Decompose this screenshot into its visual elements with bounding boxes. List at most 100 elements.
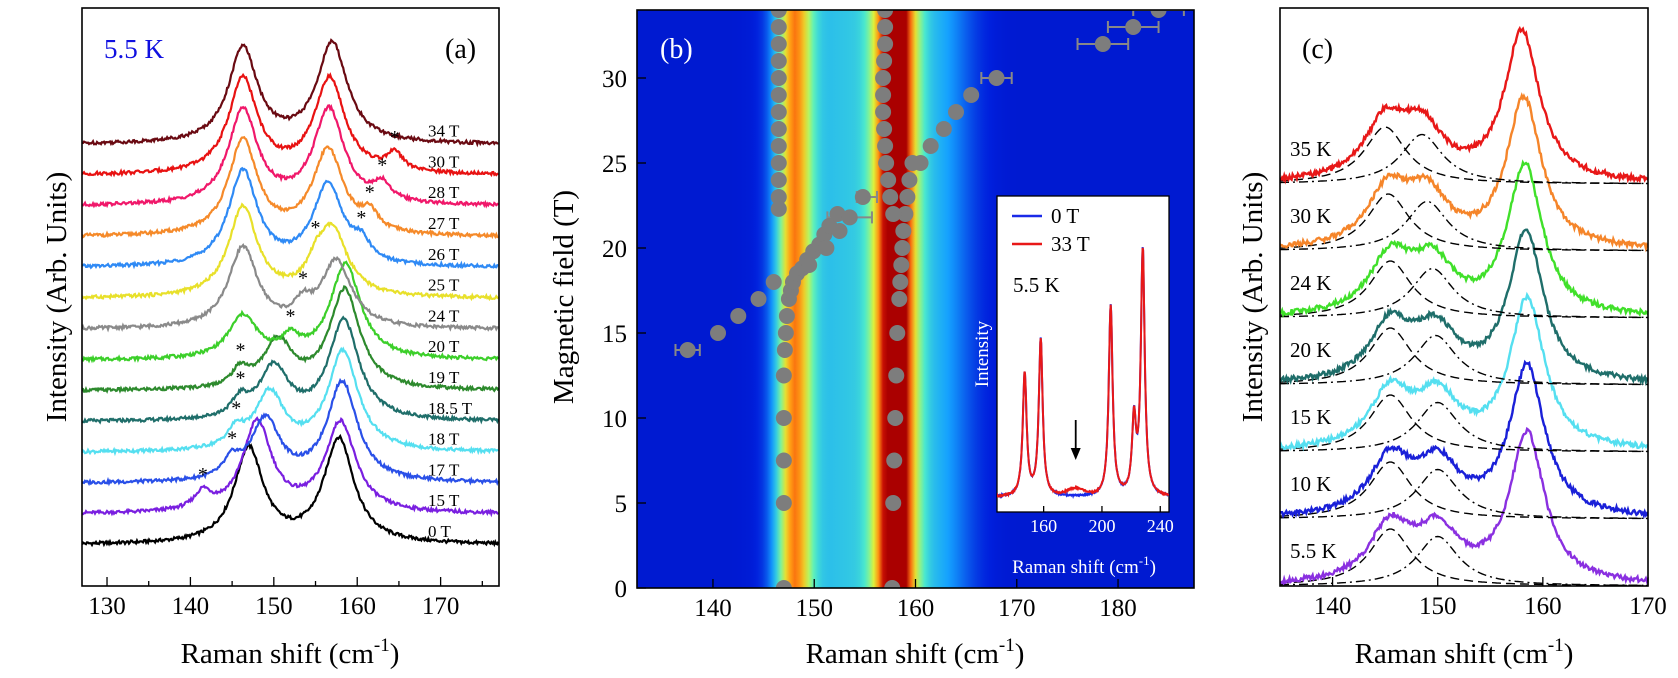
high-mode-point — [891, 291, 908, 307]
fit-component — [1280, 267, 1648, 318]
high-mode-point — [877, 138, 894, 154]
x-tick-label: 140 — [172, 593, 210, 620]
spectrum-0T — [82, 433, 499, 548]
series-label-28T: 28 T — [428, 183, 460, 202]
high-mode-point — [875, 87, 892, 103]
panel-c-spectra — [1280, 25, 1648, 586]
crossing-mode-point — [963, 87, 980, 103]
high-mode-point — [897, 206, 914, 222]
panel-a-asterisks: ******** **** — [198, 127, 400, 486]
low-mode-point — [770, 172, 787, 188]
y-tick-label: 20 — [602, 236, 627, 263]
panel-c-y-axis-title: Intensity (Arb. Units) — [1237, 172, 1269, 423]
y-tick-label: 30 — [602, 66, 627, 93]
inset-x-axis-title: Raman shift (cm-1) — [1012, 553, 1156, 578]
low-mode-point — [775, 495, 792, 511]
series-label-17T: 17 T — [428, 460, 460, 479]
low-mode-point — [770, 19, 787, 35]
panel-c-frame — [1279, 7, 1649, 587]
y-tick-label: 15 — [602, 321, 627, 348]
panel-b-peak-points — [679, 10, 1167, 588]
spectrum-24T — [82, 243, 499, 333]
crossing-mode-point — [1125, 19, 1142, 35]
panel-a-label: (a) — [445, 34, 476, 65]
series-label-18T: 18 T — [428, 430, 460, 449]
spectrum-18T — [82, 346, 499, 457]
asterisk-marker: * — [365, 181, 375, 203]
x-tick-label: 180 — [1099, 595, 1137, 622]
crossing-mode-point — [1094, 36, 1111, 52]
fit-component — [1280, 394, 1648, 453]
fit-component — [1280, 461, 1648, 520]
high-mode-point — [895, 223, 912, 239]
crossing-mode-point — [935, 121, 952, 137]
low-mode-point — [770, 189, 787, 205]
series-label-34T: 34 T — [428, 122, 460, 141]
high-mode-point — [882, 189, 899, 205]
spectrum-30K — [1280, 92, 1648, 253]
asterisk-marker: * — [235, 367, 245, 389]
x-tick-label: 150 — [795, 595, 833, 622]
fit-component — [1280, 260, 1648, 319]
panel-a-spectra — [82, 38, 499, 548]
crossing-mode-point — [841, 209, 858, 226]
inset-x-tick-label: 160 — [1030, 516, 1057, 536]
crossing-mode-point — [912, 155, 929, 171]
series-label-35K: 35 K — [1290, 137, 1331, 161]
series-label-0T: 0 T — [428, 522, 451, 541]
inset-x-tick-label: 200 — [1088, 516, 1115, 536]
spectrum-15T — [82, 416, 499, 518]
asterisk-marker: * — [298, 268, 308, 290]
panel-c-label: (c) — [1302, 34, 1333, 65]
high-mode-point — [877, 36, 894, 52]
crossing-mode-point — [948, 104, 965, 120]
low-mode-point — [770, 104, 787, 120]
high-mode-point — [876, 53, 893, 69]
spectrum-20K — [1280, 228, 1648, 387]
series-label-30K: 30 K — [1290, 204, 1331, 228]
low-mode-point — [777, 325, 794, 341]
y-tick-label: 25 — [602, 151, 627, 178]
spectrum-24K — [1280, 159, 1648, 319]
x-tick-label: 160 — [338, 593, 376, 620]
fit-component — [1280, 334, 1648, 385]
fit-component — [1280, 327, 1648, 386]
series-label-15K: 15 K — [1290, 405, 1331, 429]
inset-legend-0t: 0 T — [1051, 204, 1079, 228]
crossing-mode-point — [801, 257, 818, 273]
series-label-25T: 25 T — [428, 276, 460, 295]
x-tick-label: 160 — [1524, 593, 1562, 620]
panel-c: 5.5 K10 K15 K20 K24 K30 K35 K 140 150 160 1… — [1237, 7, 1667, 670]
x-tick-label: 130 — [88, 593, 126, 620]
inset-arrow-head — [1070, 448, 1081, 460]
panel-b-x-axis-title: Raman shift (cm-1) — [806, 635, 1025, 670]
high-mode-point — [877, 19, 894, 35]
panel-a-title: 5.5 K — [104, 34, 165, 64]
spectrum-26T — [82, 166, 499, 270]
inset-y-axis-title: Intensity — [972, 320, 993, 387]
series-label-27T: 27 T — [428, 214, 460, 233]
crossing-mode-point — [710, 325, 727, 341]
low-mode-point — [770, 155, 787, 171]
x-tick-label: 150 — [1419, 593, 1457, 620]
high-mode-point — [886, 452, 903, 469]
high-mode-point — [877, 10, 894, 18]
spectrum-185T — [82, 315, 499, 425]
panel-b: 140 150 160 170 180 0 5 10 15 20 25 30 (b) Raman s… — [548, 9, 1195, 670]
fit-component — [1280, 528, 1648, 586]
panel-a-x-ticks: 130 140 150 160 170 — [88, 577, 483, 620]
panel-a: 0 T 15 T 17 T 18 T 18.5 T 19 T 20 T 24 T 25 T 26 … — [41, 7, 500, 670]
low-mode-point — [770, 70, 787, 86]
low-mode-point — [775, 580, 792, 588]
asterisk-marker: * — [235, 339, 245, 361]
spectrum-19T — [82, 285, 499, 394]
panel-a-series-labels: 0 T 15 T 17 T 18 T 18.5 T 19 T 20 T 24 T 25 T 26 … — [428, 122, 473, 541]
low-mode-point — [770, 36, 787, 52]
low-mode-point — [829, 206, 846, 222]
y-tick-label: 0 — [615, 576, 628, 603]
high-mode-point — [885, 206, 902, 222]
x-tick-label: 170 — [422, 593, 460, 620]
x-tick-label: 140 — [1314, 593, 1352, 620]
spectrum-15K — [1280, 291, 1648, 452]
